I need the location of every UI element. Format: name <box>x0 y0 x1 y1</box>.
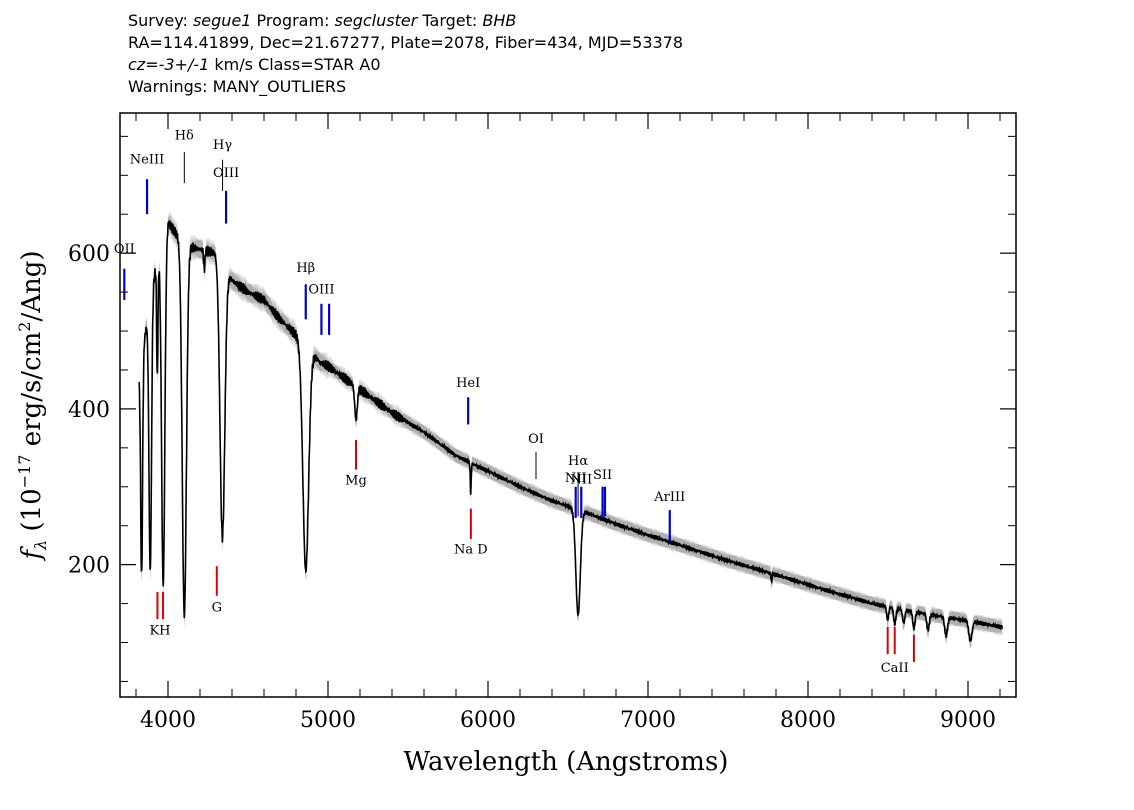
target-value: BHB <box>482 11 517 30</box>
emission-line-label: SII <box>593 468 612 483</box>
header-line-survey: Survey: segue1 Program: segcluster Targe… <box>128 10 683 32</box>
emission-line-label: OIII <box>213 166 239 181</box>
survey-value: segue1 <box>192 11 252 30</box>
error-band <box>139 211 1003 649</box>
emission-line-label: NII <box>565 471 587 486</box>
emission-line-label: Hβ <box>296 261 315 276</box>
axis-ticks: 4000 5000 6000 7000 8000 9000 200 400 600 <box>68 113 1016 733</box>
emission-line-label: HeI <box>456 376 480 391</box>
spectrum-layer <box>138 220 1003 642</box>
y-axis-exp2: 2 <box>15 322 34 332</box>
x-tick-label: 9000 <box>940 708 996 733</box>
y-axis-exp1: −17 <box>15 455 34 489</box>
header-line-redshift: cz=-3+/-1 km/s Class=STAR A0 <box>128 54 683 76</box>
absorption-line-label: KH <box>149 624 170 639</box>
emission-line-label: OI <box>528 432 544 447</box>
target-label: Target: <box>417 11 483 30</box>
y-tick-label: 200 <box>68 554 110 579</box>
emission-line-label: OIII <box>308 283 334 298</box>
x-axis-title: Wavelength (Angstroms) <box>404 747 729 777</box>
y-axis-b: erg/s/cm <box>17 332 47 455</box>
x-tick-label: 8000 <box>780 708 836 733</box>
absorption-line-label: CaII <box>881 661 909 676</box>
emission-line-label: ArIII <box>653 490 685 505</box>
x-tick-label: 6000 <box>460 708 516 733</box>
error-band-layer <box>139 211 1003 649</box>
y-tick-label: 600 <box>68 242 110 267</box>
x-tick-label: 4000 <box>140 708 196 733</box>
y-tick-label: 400 <box>68 398 110 423</box>
absorption-line-label: Na D <box>454 543 488 558</box>
emission-line-label: OII <box>114 242 135 257</box>
program-value: segcluster <box>334 11 418 30</box>
emission-line-label: Hγ <box>213 138 232 153</box>
y-axis-a: (10 <box>17 488 47 540</box>
redshift-value: cz=-3+/-1 <box>128 55 210 74</box>
y-axis-title: fλ (10−17 erg/s/cm2/Ang) <box>15 250 50 561</box>
emission-line-label: Hδ <box>175 128 194 143</box>
survey-label: Survey: <box>128 11 193 30</box>
absorption-line-label: Mg <box>345 473 367 488</box>
absorption-line-label: G <box>212 600 222 615</box>
plot-frame <box>119 112 1017 698</box>
y-axis-sub: λ <box>31 540 50 551</box>
emission-line-label: NII <box>570 473 592 488</box>
y-axis-title-text: fλ (10−17 erg/s/cm2/Ang) <box>15 250 50 561</box>
x-tick-label: 7000 <box>620 708 676 733</box>
header-line-coordinates: RA=114.41899, Dec=21.67277, Plate=2078, … <box>128 33 684 52</box>
spectrum-header: Survey: segue1 Program: segcluster Targe… <box>128 10 683 98</box>
emission-line-label: NeIII <box>130 153 164 168</box>
y-axis-c: /Ang) <box>17 250 47 321</box>
program-label: Program: <box>251 11 335 30</box>
spectrum-line <box>138 220 1003 642</box>
emission-line-label: Hα <box>568 454 588 469</box>
x-tick-label: 5000 <box>300 708 356 733</box>
header-line-warnings: Warnings: MANY_OUTLIERS <box>128 77 347 96</box>
class-value: km/s Class=STAR A0 <box>209 55 381 74</box>
